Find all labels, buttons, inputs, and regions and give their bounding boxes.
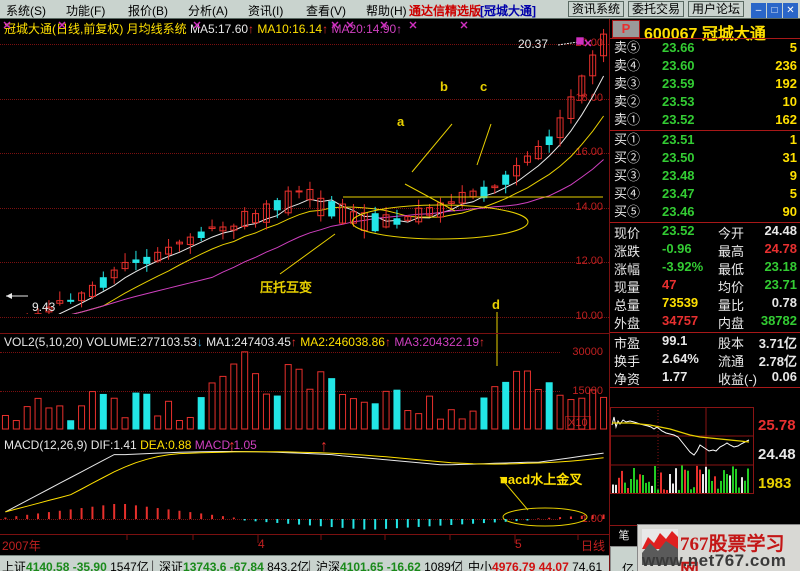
svg-text:24.48: 24.48 bbox=[758, 446, 796, 463]
svg-text:1983: 1983 bbox=[758, 475, 791, 492]
svg-text:25.78: 25.78 bbox=[758, 417, 796, 434]
